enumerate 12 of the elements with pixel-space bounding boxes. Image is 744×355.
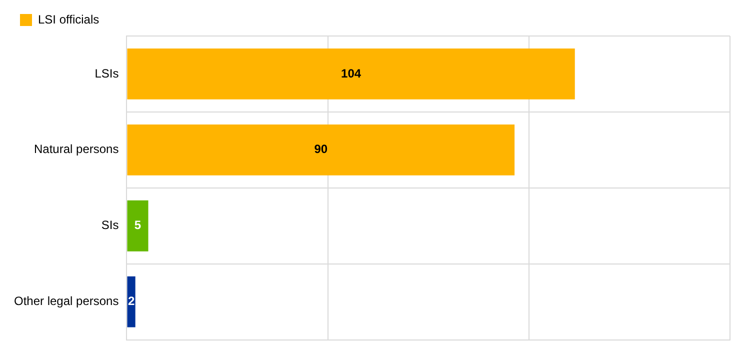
y-tick-label: LSIs (94, 66, 119, 80)
y-tick-label: Other legal persons (14, 294, 119, 308)
data-label: 90 (314, 142, 328, 156)
y-tick-label: Natural persons (34, 142, 119, 156)
legend-label: LSI officials (38, 12, 100, 26)
data-label: 5 (134, 218, 142, 232)
bar (127, 276, 136, 328)
data-label: 2 (128, 294, 135, 308)
bar (127, 124, 515, 176)
y-tick-label: SIs (101, 218, 119, 232)
bar (127, 200, 148, 252)
data-label: 104 (341, 66, 362, 80)
